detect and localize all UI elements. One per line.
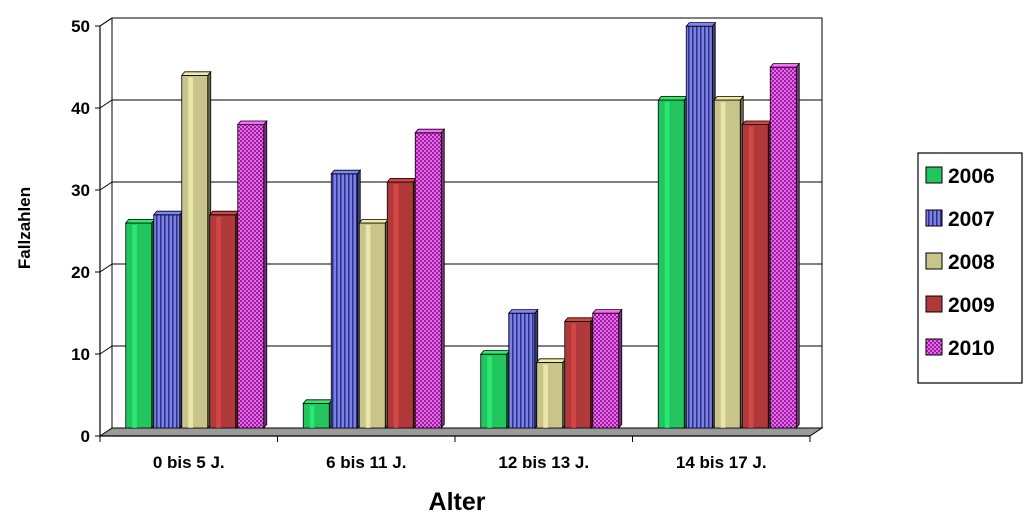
legend-item-2009: 2009 xyxy=(925,294,995,317)
x-tick-label: 6 bis 11 J. xyxy=(326,453,406,472)
y-tick-labels: 0 10 20 30 40 50 xyxy=(71,17,90,446)
bar-2010-3 xyxy=(769,62,801,430)
x-tick-label: 0 bis 5 J. xyxy=(153,453,225,472)
legend-item-2010: 2010 xyxy=(925,337,995,360)
bar-2008-2 xyxy=(535,357,567,430)
plot-area xyxy=(98,18,824,437)
legend-swatch xyxy=(925,209,943,227)
x-tick-labels: 0 bis 5 J. 6 bis 11 J. 12 bis 13 J. 14 bis … xyxy=(153,453,767,472)
legend: 2006 2007 2008 2009 2010 xyxy=(917,152,1023,384)
bar-2010-0 xyxy=(236,119,268,430)
bar-2009-2 xyxy=(563,316,595,430)
legend-item-2007: 2007 xyxy=(925,208,995,231)
legend-item-2006: 2006 xyxy=(925,165,995,188)
y-tick-label: 50 xyxy=(71,17,90,36)
legend-label: 2009 xyxy=(948,294,995,317)
bars xyxy=(124,21,801,430)
legend-label: 2007 xyxy=(948,208,995,231)
y-tick-label: 10 xyxy=(71,345,90,364)
bar-2009-3 xyxy=(741,119,773,430)
axes xyxy=(95,17,811,442)
bar-2009-1 xyxy=(386,177,418,430)
legend-swatch xyxy=(925,295,943,313)
y-axis-title: Fallzahlen xyxy=(15,187,34,269)
y-tick-label: 0 xyxy=(81,427,90,446)
gridline xyxy=(99,181,113,191)
legend-label: 2008 xyxy=(948,251,995,274)
y-tick-label: 30 xyxy=(71,181,90,200)
legend-swatch xyxy=(925,252,943,270)
y-tick-label: 40 xyxy=(71,99,90,118)
bar-2008-3 xyxy=(713,95,745,430)
legend-item-2008: 2008 xyxy=(925,251,995,274)
bar-2007-1 xyxy=(330,169,362,430)
bar-2006-2 xyxy=(479,349,511,430)
bar-2010-1 xyxy=(414,128,446,430)
y-tick-label: 20 xyxy=(71,263,90,282)
bar-2007-2 xyxy=(507,308,539,430)
bar-2008-1 xyxy=(358,218,390,430)
gridline xyxy=(99,263,113,273)
bar-2007-0 xyxy=(152,210,184,430)
gridline xyxy=(99,345,113,355)
legend-label: 2006 xyxy=(948,165,995,188)
bar-2010-2 xyxy=(591,308,623,430)
bar-2006-3 xyxy=(657,95,689,430)
bar-2006-1 xyxy=(302,398,334,430)
gridline xyxy=(99,99,113,109)
bar-2007-3 xyxy=(685,21,717,430)
legend-swatch xyxy=(925,166,943,184)
bar-2009-0 xyxy=(208,210,240,430)
legend-label: 2010 xyxy=(948,337,995,360)
x-tick-label: 12 bis 13 J. xyxy=(498,453,589,472)
x-tick-label: 14 bis 17 J. xyxy=(676,453,767,472)
legend-swatch xyxy=(925,338,943,356)
x-axis-title: Alter xyxy=(429,488,486,516)
bar-2008-0 xyxy=(180,70,212,430)
bar-2006-0 xyxy=(124,218,156,430)
